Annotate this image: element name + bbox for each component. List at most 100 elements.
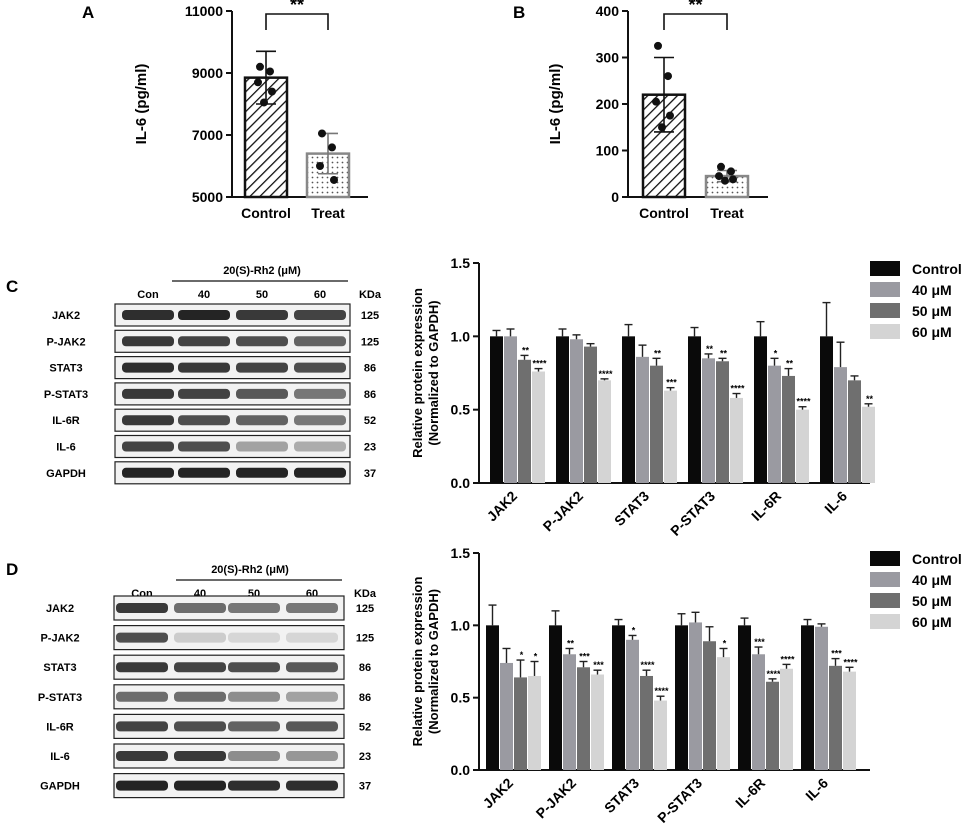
blot-band — [178, 388, 230, 399]
bar-40m — [834, 367, 847, 483]
x-tick-label: IL-6 — [802, 775, 831, 804]
blot-band — [294, 362, 346, 373]
bar-50m — [584, 346, 597, 483]
significance-marker: ** — [522, 345, 530, 355]
significance-marker: **** — [532, 359, 547, 369]
bar-60m — [528, 675, 541, 770]
blot-strip — [114, 303, 351, 327]
blot-band — [116, 691, 168, 702]
legend-swatch — [870, 303, 900, 318]
panel-letter-c: C — [6, 277, 18, 296]
bar-40m — [702, 358, 715, 483]
legend-label: 40 μM — [912, 282, 952, 298]
data-point — [727, 167, 735, 176]
bar-control — [688, 336, 701, 483]
blot-band — [294, 467, 346, 478]
kda-value: 37 — [359, 781, 371, 793]
x-tick-label: JAK2 — [479, 775, 516, 812]
bar-50m — [703, 641, 716, 770]
legend-swatch — [870, 572, 900, 587]
lane-label: Con — [137, 289, 159, 301]
y-tick-label: 1.0 — [451, 328, 471, 344]
y-tick-label: 0.5 — [451, 402, 471, 418]
kda-value: 125 — [356, 603, 374, 615]
blot-band — [122, 441, 174, 452]
protein-label: P-JAK2 — [46, 336, 85, 348]
significance-bracket — [265, 13, 329, 30]
chart-c: 0.0 0.5 1.0 1.5 Relative protein expression(… — [410, 255, 962, 539]
bar-60m — [664, 390, 677, 483]
bar-40m — [636, 356, 649, 483]
data-point — [316, 162, 324, 170]
bar-40m — [626, 639, 639, 770]
significance-marker: **** — [766, 669, 781, 679]
x-tick-label: IL-6 — [821, 488, 850, 517]
bar-40m — [504, 336, 517, 483]
bar-40m — [563, 654, 576, 770]
blot-band — [228, 662, 280, 673]
legend-label: 40 μM — [912, 572, 952, 588]
bar-40m — [815, 626, 828, 770]
chart-d: 0.0 0.5 1.0 1.5 Relative protein expression(… — [410, 545, 962, 826]
bar-control — [486, 625, 499, 770]
significance-marker: *** — [593, 660, 604, 670]
x-tick-label: STAT3 — [601, 775, 642, 816]
kda-value: 37 — [364, 468, 376, 480]
bar-control — [820, 336, 833, 483]
bar-control — [622, 336, 635, 483]
x-tick-label: IL-6R — [748, 488, 784, 524]
significance-marker: * — [520, 650, 524, 660]
bar-control — [675, 625, 688, 770]
blot-strip — [114, 356, 351, 380]
blot-band — [174, 780, 226, 791]
kda-value: 125 — [361, 310, 379, 322]
data-point — [256, 62, 264, 71]
significance-marker: ** — [567, 638, 575, 648]
legend-swatch — [870, 551, 900, 566]
bar-40m — [500, 662, 513, 770]
significance-marker: **** — [730, 384, 745, 394]
bar-60m — [730, 397, 743, 483]
blot-strip — [114, 408, 351, 432]
significance-marker: **** — [780, 654, 795, 664]
bar-60m — [843, 671, 856, 770]
bar-50m — [766, 681, 779, 770]
blot-band — [236, 310, 288, 320]
blot-band — [294, 310, 346, 320]
data-point — [330, 175, 338, 184]
blot-band — [174, 691, 226, 702]
y-axis-label-2: (Normalized to GAPDH) — [426, 300, 441, 445]
blot-band — [174, 751, 226, 761]
data-point — [654, 41, 662, 50]
blot-band — [178, 362, 230, 373]
panel-letter-b: B — [513, 3, 525, 22]
bar-60m — [717, 657, 730, 770]
y-tick-label: 0 — [611, 189, 619, 205]
significance-marker: * — [723, 638, 727, 648]
bar-50m — [829, 665, 842, 770]
blot-band — [228, 721, 280, 732]
bar-60m — [780, 668, 793, 770]
bar-control — [801, 625, 814, 770]
blot-strip — [114, 434, 351, 459]
bar-40m — [752, 654, 765, 770]
blot-band — [178, 467, 230, 478]
panel-letter-a: A — [82, 3, 94, 22]
significance-marker: *** — [666, 378, 677, 388]
x-tick-label: P-STAT3 — [667, 488, 718, 539]
western-blot-c: 20(S)-Rh2 (μM) Con 40 50 60 KDa JAK2 125 P-JAK2 1… — [44, 265, 382, 485]
x-tick-label: JAK2 — [483, 488, 520, 525]
bar-50m — [848, 380, 861, 483]
significance-marker: *** — [754, 637, 765, 647]
kda-value: 86 — [364, 363, 376, 375]
blot-strip — [114, 382, 351, 406]
kda-value: 86 — [359, 662, 371, 674]
significance-marker: **** — [843, 657, 858, 667]
bar-40m — [768, 365, 781, 483]
blot-band — [122, 310, 174, 320]
kda-value: 52 — [359, 721, 371, 733]
y-tick-label: 200 — [596, 96, 620, 112]
lane-label: 40 — [198, 289, 210, 301]
blot-band — [294, 441, 346, 452]
